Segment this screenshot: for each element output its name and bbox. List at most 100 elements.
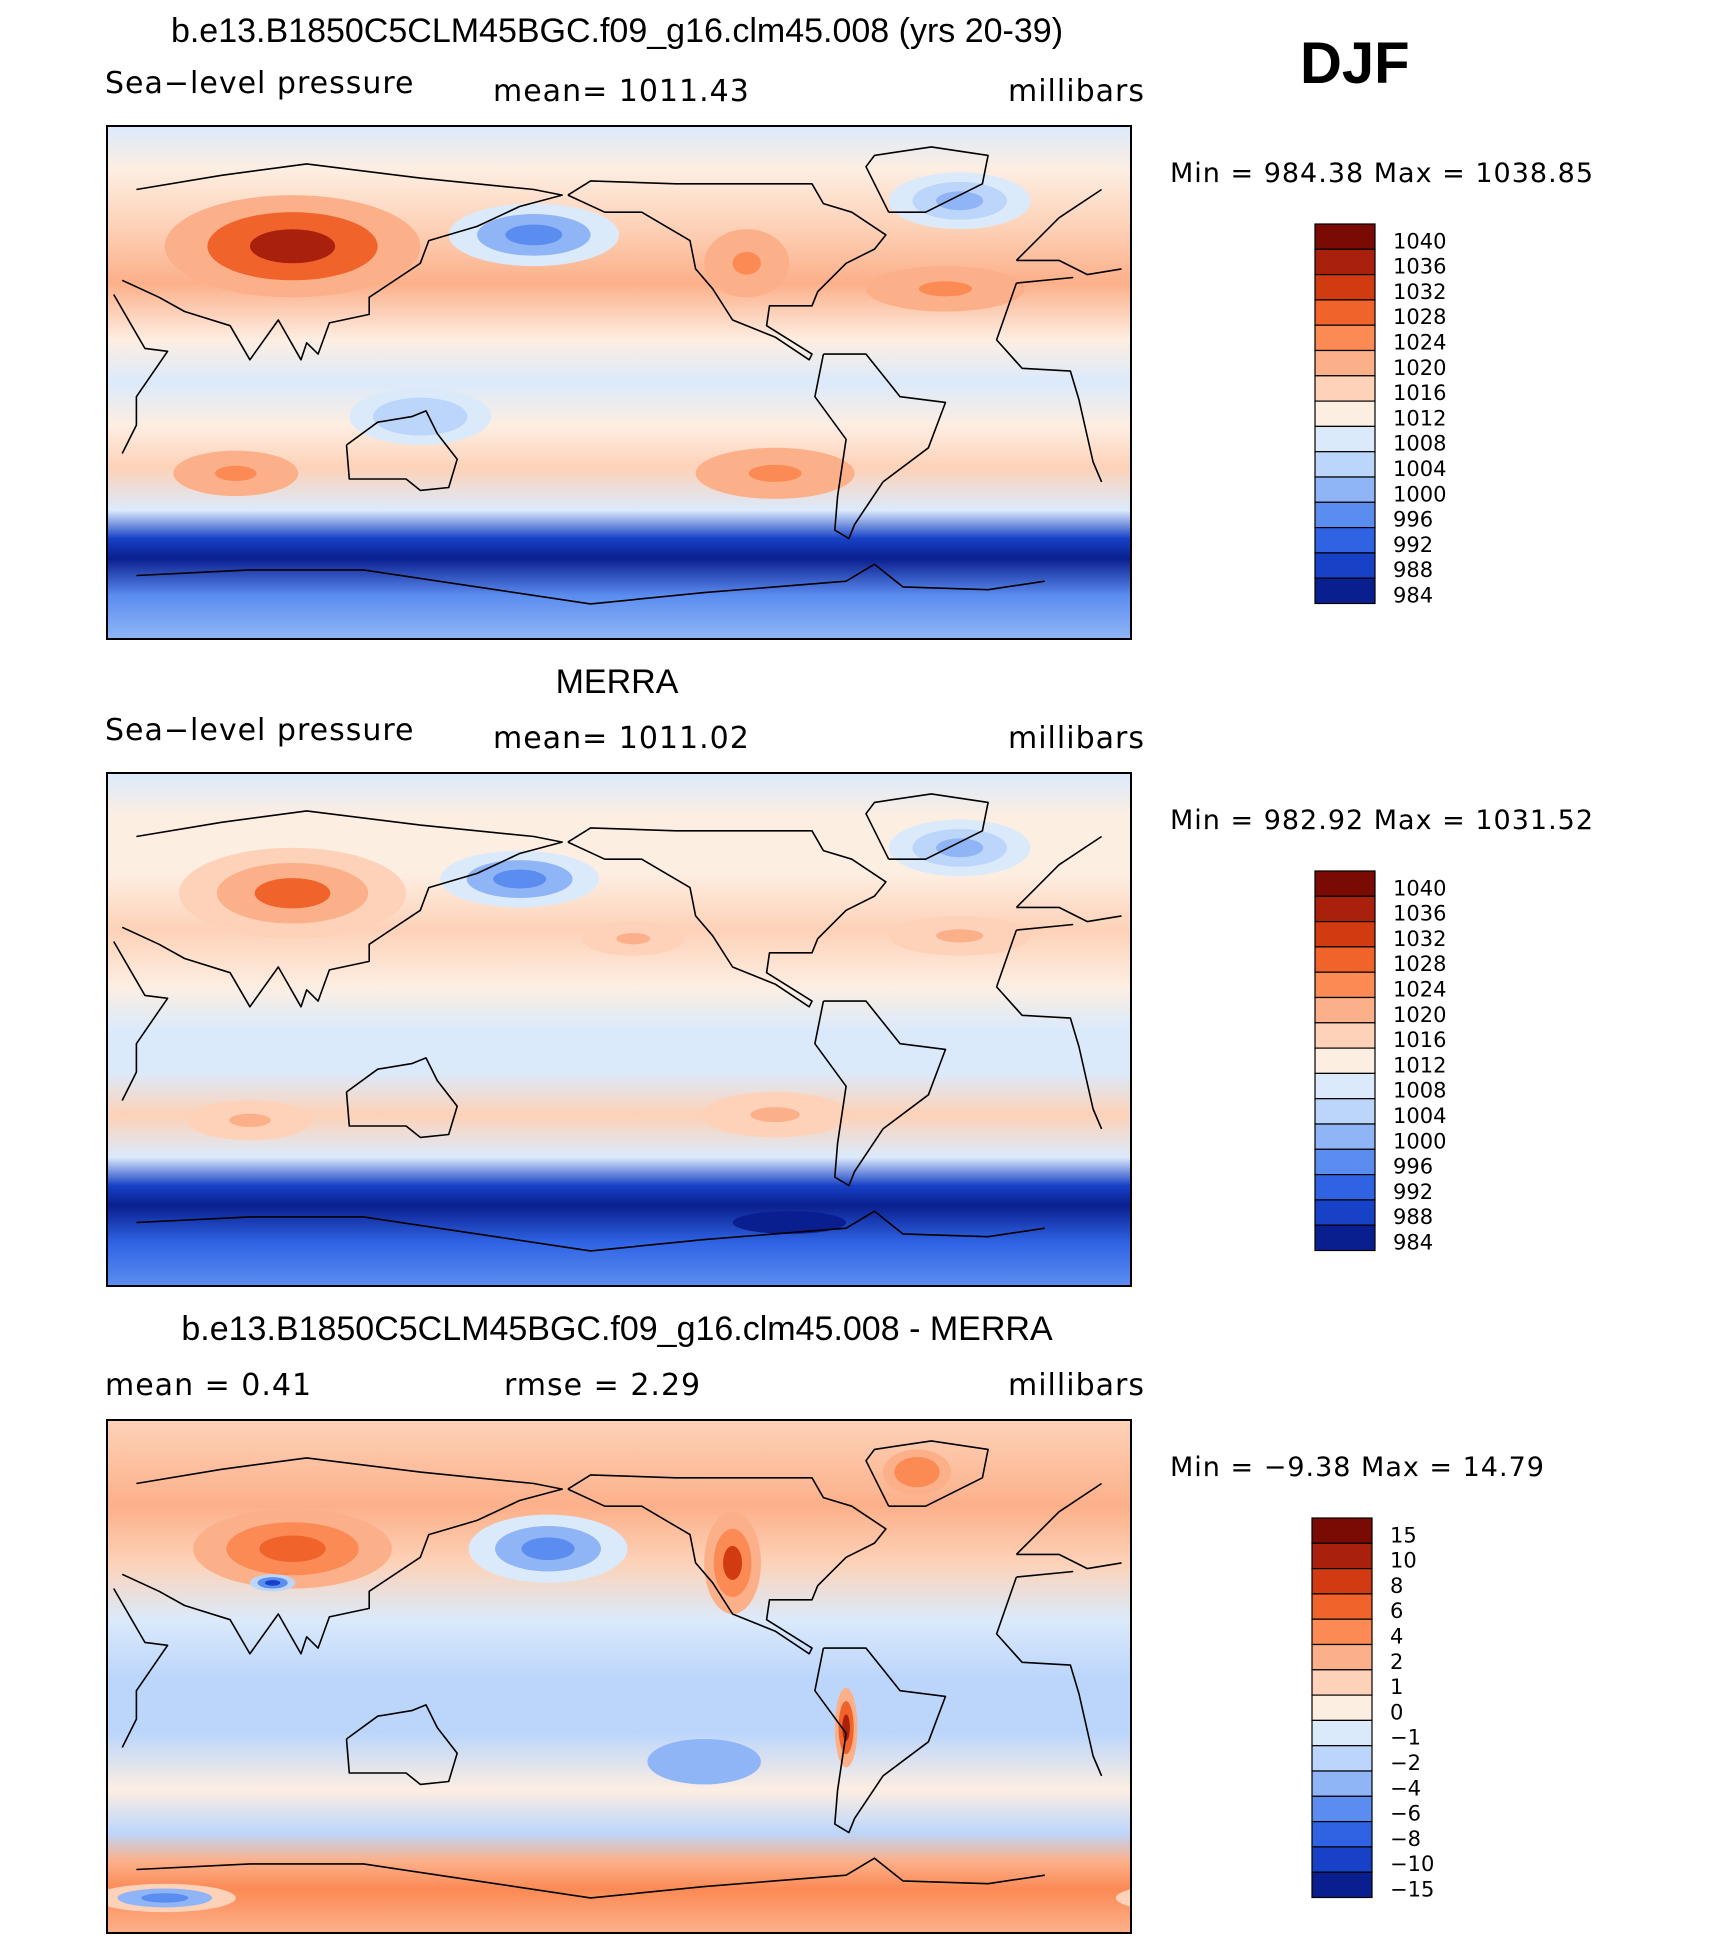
coastline <box>345 1057 458 1139</box>
colorbar-swatch <box>1314 895 1376 923</box>
colorbar-swatch <box>1314 971 1376 999</box>
colorbar-label: 1036 <box>1393 902 1446 926</box>
colorbar-swatch <box>1314 248 1376 276</box>
panel3-units-label: millibars <box>1008 1368 1145 1403</box>
colorbar-label: 15 <box>1390 1523 1417 1547</box>
colorbar-swatch <box>1314 299 1376 326</box>
colorbar-swatch <box>1314 527 1376 554</box>
colorbar-swatch <box>1314 1072 1376 1100</box>
colorbar-label: 1032 <box>1393 927 1446 951</box>
field-feature-siberian-high <box>254 878 331 909</box>
field-feature-maritime-low <box>396 407 444 427</box>
field-feature-siberian-high <box>249 229 336 264</box>
colorbar-label: 8 <box>1390 1574 1403 1598</box>
colorbar-label: 1024 <box>1393 978 1446 1002</box>
colorbar-swatch <box>1314 375 1376 402</box>
colorbar-label: 1020 <box>1393 1003 1446 1027</box>
coastline <box>113 923 1103 1130</box>
field-feature-south-pacific-high <box>748 464 802 482</box>
coastline <box>814 1647 947 1834</box>
colorbar-label: 1020 <box>1393 356 1446 380</box>
panel1-mean-label: mean= 1011.43 <box>493 74 750 109</box>
colorbar-label: 1040 <box>1393 229 1446 253</box>
panel3-map <box>106 1419 1132 1934</box>
colorbar-label: 1 <box>1390 1675 1403 1699</box>
colorbar-label: −4 <box>1390 1776 1421 1800</box>
field-feature-andes-positive <box>842 1714 850 1741</box>
panel1-minmax: Min = 984.38 Max = 1038.85 <box>1170 158 1595 189</box>
field-feature-south-indian-high <box>229 1113 271 1127</box>
coastline <box>136 1210 1045 1252</box>
field-feature-icelandic-low <box>936 191 984 211</box>
field-feature-north-pacific-high <box>616 932 651 945</box>
colorbar-swatch <box>1314 400 1376 428</box>
colorbar-swatch <box>1314 1022 1376 1049</box>
colorbar-label: −15 <box>1390 1878 1434 1902</box>
colorbar-label: 1032 <box>1393 280 1446 304</box>
coastline <box>567 180 887 361</box>
colorbar-label: 1016 <box>1393 381 1446 405</box>
colorbar-label: 996 <box>1393 1155 1433 1179</box>
colorbar-swatch <box>1314 273 1376 301</box>
colorbar-swatch <box>1311 1821 1373 1848</box>
colorbar-label: 4 <box>1390 1625 1403 1649</box>
colorbar-label: 10 <box>1390 1549 1417 1573</box>
panel1-colorbar: 1040 1036 1032 1028 1024 1020 1016 1012 1008 1004… <box>1314 223 1515 608</box>
colorbar-label: −10 <box>1390 1852 1434 1876</box>
field-feature-greenland-positive <box>905 1464 929 1480</box>
colorbar-label: −1 <box>1390 1726 1421 1750</box>
field-feature-south-pacific-negative <box>685 1754 724 1770</box>
colorbar-label: 1012 <box>1393 1053 1446 1077</box>
colorbar-swatch <box>1311 1719 1373 1747</box>
field-feature-azores-high <box>918 281 972 297</box>
colorbar-label: 6 <box>1390 1599 1403 1623</box>
colorbar-swatch <box>1314 349 1376 377</box>
colorbar-swatch <box>1311 1871 1373 1899</box>
colorbar-swatch <box>1314 1224 1376 1252</box>
colorbar-label: 1004 <box>1393 1104 1446 1128</box>
panel1-units-label: millibars <box>1008 74 1145 109</box>
field-feature-antarctic-negative <box>141 1893 189 1903</box>
colorbar-label: 996 <box>1393 508 1433 532</box>
field-feature-aleutian-low <box>493 869 547 889</box>
colorbar-label: 984 <box>1393 1231 1433 1255</box>
field-feature-icelandic-low <box>936 838 984 858</box>
coastline <box>121 163 1122 361</box>
colorbar-label: 992 <box>1393 1180 1433 1204</box>
colorbar-swatch <box>1311 1745 1373 1772</box>
colorbar-swatch <box>1314 476 1376 503</box>
colorbar-label: 1012 <box>1393 406 1446 430</box>
coastline <box>345 410 458 492</box>
field-feature-azores-high <box>936 929 984 943</box>
field-feature-tibet-negative <box>265 1579 281 1586</box>
panel1-map <box>106 125 1132 640</box>
coastline <box>113 1570 1103 1777</box>
coastline <box>136 1857 1045 1899</box>
colorbar-label: 988 <box>1393 558 1433 582</box>
coastline <box>113 276 1103 483</box>
coastline <box>121 810 1122 1008</box>
panel2-colorbar: 1040 1036 1032 1028 1024 1020 1016 1012 1008 1004… <box>1314 870 1515 1255</box>
colorbar-swatch <box>1311 1795 1373 1823</box>
colorbar-label: −8 <box>1390 1827 1421 1851</box>
panel3-title: b.e13.B1850C5CLM45BGC.f09_g16.clm45.008 … <box>181 1310 1053 1348</box>
colorbar-label: 988 <box>1393 1205 1433 1229</box>
field-feature-aleutian-low <box>505 224 563 246</box>
colorbar-swatch <box>1314 1199 1376 1226</box>
panel1-left-label: Sea−level pressure <box>105 66 415 101</box>
field-feature-rockies-positive <box>723 1545 743 1580</box>
season-label: DJF <box>1300 31 1410 96</box>
colorbar-swatch <box>1314 577 1376 605</box>
colorbar-swatch <box>1314 1148 1376 1176</box>
colorbar-label: 992 <box>1393 533 1433 557</box>
coastline <box>567 1474 887 1655</box>
panel2-title: MERRA <box>555 663 679 701</box>
colorbar-swatch <box>1314 1047 1376 1075</box>
field-feature-antarctic-low <box>770 1218 809 1227</box>
colorbar-swatch <box>1311 1593 1373 1620</box>
colorbar-swatch <box>1311 1846 1373 1873</box>
panel2-mean-label: mean= 1011.02 <box>493 721 750 756</box>
panel2-left-label: Sea−level pressure <box>105 713 415 748</box>
colorbar-swatch <box>1311 1567 1373 1595</box>
field-feature-wrap <box>1115 1889 1130 1907</box>
